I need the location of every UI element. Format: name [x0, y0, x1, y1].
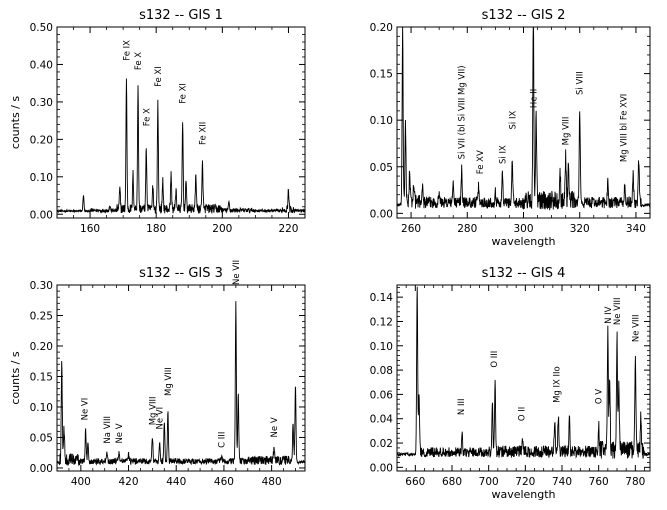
p1-line-annotation: Fe XII — [198, 122, 208, 145]
p3-x-tick-label: 400 — [71, 476, 91, 488]
p4-y-tick-label: 0.06 — [370, 389, 394, 401]
p4-line-annotation: N III — [457, 398, 467, 415]
p4-title: s132 -- GIS 4 — [482, 266, 566, 281]
p3-line-annotation: Mg VIII — [164, 367, 174, 396]
p2-line-annotation: Mg VIII bl Fe XVI — [619, 94, 629, 162]
p1-y-tick-label: 0.30 — [30, 97, 53, 109]
p2-x-tick-label: 340 — [626, 223, 646, 235]
p2-y-tick-label: 0.10 — [370, 115, 393, 127]
p2-x-tick-label: 260 — [401, 223, 421, 235]
p4-y-tick-label: 0.00 — [370, 462, 393, 474]
p3-line-annotation: Ne VI — [156, 407, 166, 430]
p3-y-axis-label: counts / s — [9, 351, 22, 404]
p3-line-annotation: Mg VIII — [148, 396, 158, 425]
p1-plot-frame — [56, 26, 306, 219]
p4-line-annotation: Ne VIII — [613, 297, 623, 325]
p3-line-annotation: Na VIII — [103, 416, 113, 444]
p2-line-annotation: He II — [529, 89, 539, 108]
p1-title: s132 -- GIS 1 — [139, 8, 223, 23]
p4-line-annotation: Mg IX IIo — [553, 366, 563, 403]
p3-plot-frame — [56, 284, 306, 472]
p2-x-tick-label: 320 — [570, 223, 590, 235]
p4-x-tick-label: 760 — [589, 476, 609, 488]
p4-x-tick-label: 720 — [515, 476, 535, 488]
p3-line-annotation: Ne VI — [80, 398, 90, 421]
p2-x-tick-label: 280 — [457, 223, 477, 235]
p4-x-tick-label: 740 — [552, 476, 572, 488]
p2-x-tick-label: 300 — [513, 223, 533, 235]
p2-line-annotation: Si VIII — [576, 71, 586, 95]
p3-y-tick-label: 0.05 — [30, 432, 53, 444]
p3-line-annotation: Ne V — [115, 423, 125, 443]
p4-x-tick-label: 780 — [625, 476, 645, 488]
p3-y-tick-label: 0.00 — [30, 463, 53, 475]
p2-line-annotation: Si IX — [498, 145, 508, 164]
p4-y-tick-label: 0.10 — [370, 341, 393, 353]
panel-gis-4: s132 -- GIS 4 660 680 700 720 740 760 780 0.00 0.… — [370, 266, 651, 501]
p4-line-annotation: N IV — [604, 306, 614, 324]
p1-x-tick-label: 180 — [146, 223, 166, 235]
p4-line-annotation: O III — [490, 351, 500, 368]
p3-x-tick-label: 440 — [166, 476, 186, 488]
p1-y-axis-label: counts / s — [9, 96, 22, 149]
p4-line-annotation: Ne VIII — [631, 315, 641, 343]
p1-y-tick-label: 0.00 — [30, 209, 53, 221]
p2-y-tick-label: 0.00 — [370, 208, 393, 220]
p1-line-annotation: Fe XI — [179, 83, 189, 104]
p4-y-tick-label: 0.04 — [370, 414, 394, 426]
p1-x-tick-label: 200 — [212, 223, 232, 235]
p1-line-annotation: Fe XI — [154, 66, 164, 87]
p1-line-annotation: Fe X — [134, 52, 144, 70]
p4-y-tick-label: 0.02 — [370, 438, 393, 450]
p4-plot-frame — [396, 284, 651, 472]
p2-y-tick-label: 0.20 — [370, 22, 393, 34]
p2-x-axis-label: wavelength — [491, 235, 555, 248]
p1-y-tick-label: 0.40 — [30, 59, 53, 71]
p3-x-tick-label: 460 — [214, 476, 234, 488]
p2-y-tick-label: 0.05 — [370, 162, 393, 174]
p3-y-tick-label: 0.15 — [30, 371, 53, 383]
p2-spectrum-line — [397, 27, 650, 211]
p4-x-tick-label: 660 — [405, 476, 425, 488]
p3-x-tick-label: 480 — [262, 476, 282, 488]
p4-spectrum-line — [397, 286, 650, 459]
p2-line-annotation: Mg VIII — [562, 117, 572, 146]
p3-y-tick-label: 0.25 — [30, 310, 53, 322]
panel-gis-3: s132 -- GIS 3 400 420 440 460 480 0.00 0.05 0.10… — [9, 260, 306, 488]
p2-line-annotation: Si IX — [508, 111, 518, 130]
p3-title: s132 -- GIS 3 — [139, 266, 223, 281]
p3-y-tick-label: 0.20 — [30, 341, 53, 353]
p1-y-tick-label: 0.50 — [30, 22, 53, 34]
p3-y-tick-label: 0.10 — [30, 402, 53, 414]
p4-x-tick-label: 700 — [479, 476, 499, 488]
p2-y-tick-label: 0.15 — [370, 69, 393, 81]
p2-line-annotation: Fe XV — [476, 150, 486, 174]
p4-line-annotation: O V — [595, 389, 605, 404]
p1-line-annotation: Fe IX — [122, 40, 132, 61]
p3-line-annotation: Ne V — [270, 417, 280, 437]
p3-x-tick-label: 420 — [119, 476, 139, 488]
p3-spectrum-line — [57, 301, 305, 467]
p2-title: s132 -- GIS 2 — [482, 8, 566, 23]
p4-x-axis-label: wavelength — [491, 488, 555, 501]
p3-y-tick-label: 0.30 — [30, 280, 53, 292]
p4-x-tick-label: 680 — [442, 476, 462, 488]
p4-line-annotation: O II — [518, 407, 528, 421]
p1-y-tick-label: 0.20 — [30, 134, 53, 146]
p2-line-annotation: Si VII (bl Si VIII Mg VII) — [458, 65, 468, 159]
panel-gis-1: s132 -- GIS 1 160 180 200 220 0.00 0.10 0.20 0.3… — [9, 8, 306, 235]
p1-x-tick-label: 160 — [80, 223, 100, 235]
p1-spectrum-line — [57, 78, 305, 215]
p3-line-annotation: Ne VII — [232, 260, 242, 285]
p3-line-annotation: C III — [218, 432, 228, 448]
p2-plot-frame — [396, 26, 651, 219]
p1-y-tick-label: 0.10 — [30, 172, 53, 184]
panel-gis-2: s132 -- GIS 2 260 280 300 320 340 0.00 0.05 0.10… — [370, 8, 651, 248]
p1-x-tick-label: 220 — [278, 223, 298, 235]
p4-y-tick-label: 0.14 — [370, 292, 394, 304]
p1-line-annotation: Fe X — [142, 108, 152, 126]
p4-y-tick-label: 0.08 — [370, 365, 393, 377]
p4-y-tick-label: 0.12 — [370, 316, 393, 328]
